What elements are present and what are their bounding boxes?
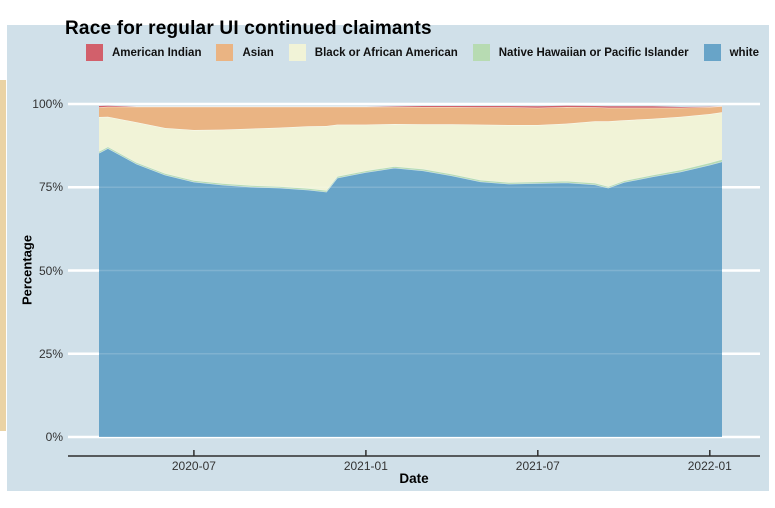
legend-swatch-asian <box>216 44 234 61</box>
y-tick-label-75%: 75% <box>38 180 63 195</box>
legend-label-american-indian: American Indian <box>112 46 202 59</box>
x-tick-label-2021-07: 2021-07 <box>515 459 560 473</box>
chart-legend: American Indian Asian Black or African Ame… <box>86 44 759 61</box>
legend-item-asian: Asian <box>216 44 274 61</box>
legend-swatch-black-or-african-american <box>288 44 306 61</box>
legend-label-white: white <box>729 46 759 59</box>
y-axis-title: Percentage <box>19 234 35 306</box>
legend-swatch-white <box>703 44 721 61</box>
chart-title: Race for regular UI continued claimants <box>65 18 432 39</box>
legend-label-black-or-african-american: Black or African American <box>314 46 458 59</box>
legend-item-native-hawaiian-or-pacific-islander: Native Hawaiian or Pacific Islander <box>472 44 689 61</box>
area-native-hawaiian-or-pacific-islander <box>99 146 722 192</box>
page-left-strip <box>0 80 6 431</box>
legend-swatch-american-indian <box>86 44 103 61</box>
area-asian <box>99 106 722 130</box>
legend-item-black-or-african-american: Black or African American <box>288 44 458 61</box>
x-tick-label-2020-07: 2020-07 <box>171 459 216 473</box>
legend-swatch-native-hawaiian-or-pacific-islander <box>472 44 490 61</box>
legend-label-native-hawaiian-or-pacific-islander: Native Hawaiian or Pacific Islander <box>498 46 689 59</box>
y-tick-label-0%: 0% <box>45 430 63 444</box>
y-tick-label-50%: 50% <box>38 263 63 278</box>
area-white <box>99 148 722 438</box>
area-american-indian <box>99 105 722 108</box>
legend-item-american-indian: American Indian <box>86 44 201 61</box>
x-tick-label-2022-01: 2022-01 <box>687 459 732 473</box>
y-tick-label-100%: 100% <box>32 97 63 111</box>
legend-label-asian: Asian <box>242 46 274 59</box>
x-axis-title: Date <box>399 471 429 486</box>
area-black-or-african-american <box>99 112 722 191</box>
x-tick-label-2021-01: 2021-01 <box>343 459 388 473</box>
legend-item-white: white <box>703 44 759 61</box>
y-tick-label-25%: 25% <box>38 346 63 361</box>
